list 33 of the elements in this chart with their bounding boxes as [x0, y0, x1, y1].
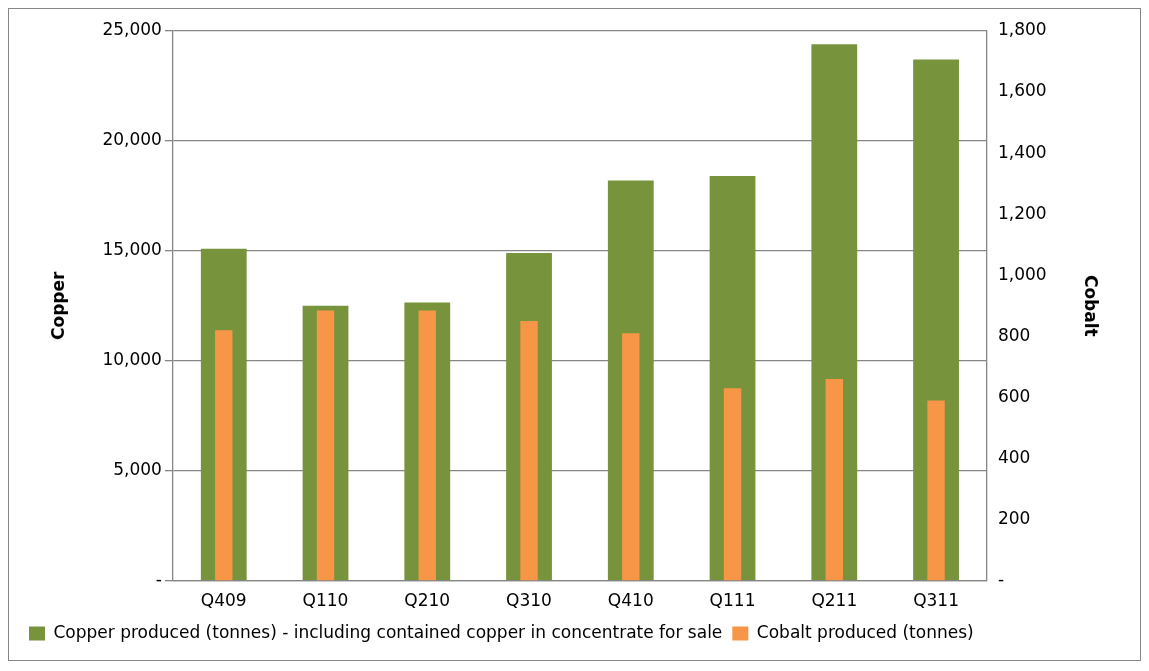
- y2-tick-label: 1,200: [997, 202, 1047, 223]
- y-tick-label: 10,000: [102, 349, 162, 370]
- y2-tick-label: 800: [997, 324, 1031, 345]
- x-tick-label: Q409: [200, 590, 247, 611]
- x-tick-label: Q311: [913, 590, 959, 611]
- x-tick-label: Q410: [607, 590, 654, 611]
- bar: [622, 333, 640, 581]
- y-tick-label: 20,000: [102, 129, 162, 150]
- y2-tick-label: -: [997, 569, 1005, 590]
- x-tick-label: Q210: [404, 590, 451, 611]
- bar: [215, 330, 233, 581]
- y2-tick-label: 600: [997, 385, 1031, 406]
- y2-axis-title: Cobalt: [1081, 274, 1102, 337]
- legend-label: Copper produced (tonnes) - including contained copper in concentrate for sale: [53, 621, 723, 642]
- x-tick-label: Q310: [506, 590, 552, 611]
- y-tick-label: -: [155, 569, 162, 590]
- bar: [927, 400, 945, 581]
- bar: [825, 379, 843, 581]
- legend-label: Cobalt produced (tonnes): [756, 621, 974, 642]
- x-tick-label: Q211: [811, 590, 858, 611]
- y-tick-label: 5,000: [113, 459, 162, 480]
- y2-tick-label: 1,600: [997, 80, 1047, 101]
- y2-tick-label: 1,000: [997, 263, 1047, 284]
- y2-tick-label: 200: [997, 507, 1031, 528]
- x-tick-label: Q111: [709, 590, 756, 611]
- y-tick-label: 15,000: [102, 239, 162, 260]
- y2-tick-label: 1,400: [997, 141, 1047, 162]
- bar: [723, 388, 742, 581]
- y2-tick-label: 1,800: [997, 19, 1047, 40]
- y2-tick-label: 400: [997, 446, 1031, 467]
- y-axis-title: Copper: [47, 270, 68, 341]
- x-tick-label: Q110: [302, 590, 349, 611]
- y-tick-label: 25,000: [102, 19, 162, 40]
